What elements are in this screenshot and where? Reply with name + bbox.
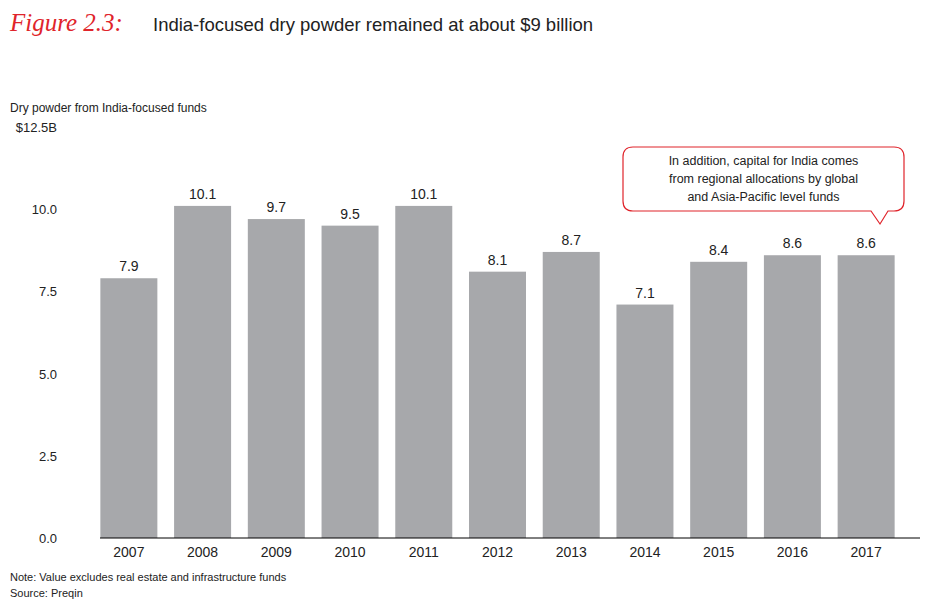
x-tick-label: 2014 [629,544,660,560]
x-tick-label: 2016 [777,544,808,560]
data-label: 8.1 [488,252,508,268]
data-label: 8.6 [856,235,876,251]
annotation: and Asia-Pacific level funds [687,190,839,204]
bar [395,206,452,538]
annotation: from regional allocations by global [669,172,858,186]
y-tick-label: 0.0 [39,531,57,546]
callout: In addition, capital for India comes from… [623,147,904,224]
data-label: 8.6 [783,235,803,251]
x-tick-label: 2012 [482,544,513,560]
x-tick-label: 2007 [113,544,144,560]
bar [100,278,157,538]
y-axis-title: Dry powder from India-focused funds [10,101,207,115]
y-tick-label: 7.5 [39,284,57,299]
x-tick-label: 2009 [261,544,292,560]
x-tick-label: 2013 [556,544,587,560]
y-tick-label: 10.0 [32,202,57,217]
bars [100,206,894,538]
bar [322,226,379,538]
bar [469,272,526,538]
y-tick [84,538,86,539]
y-tick-label: 2.5 [39,449,57,464]
y-tick-label: 5.0 [39,367,57,382]
bar [764,255,821,538]
data-label: 10.1 [410,186,437,202]
y-tick [84,373,86,374]
y-tick [84,455,86,456]
y-tick-label: $12.5B [16,120,57,135]
bar [616,305,673,538]
bar [690,262,747,538]
x-tick-label: 2017 [851,544,882,560]
data-label: 7.1 [635,285,655,301]
x-tick-label: 2015 [703,544,734,560]
bar [174,206,231,538]
y-tick [84,291,86,292]
data-label: 9.5 [340,206,360,222]
bar [248,219,305,538]
note: Note: Value excludes real estate and inf… [10,571,287,583]
y-tick [84,209,86,210]
title: India-focused dry powder remained at abo… [153,14,593,35]
annotation: In addition, capital for India comes [669,154,859,168]
callout-box [623,147,904,224]
x-axis-line [100,538,920,539]
data-label: 7.9 [119,258,139,274]
figure-label: Figure 2.3: [9,9,123,36]
data-label: 8.7 [561,232,581,248]
data-label: 9.7 [267,199,287,215]
bar [543,252,600,538]
y-tick [84,127,86,128]
data-label: 8.4 [709,242,729,258]
x-tick-label: 2010 [334,544,365,560]
x-tick-label: 2011 [409,544,439,560]
x-tick-label: 2008 [187,544,218,560]
bar [838,255,895,538]
data-label: 10.1 [189,186,216,202]
source: Source: Preqin [10,587,83,599]
